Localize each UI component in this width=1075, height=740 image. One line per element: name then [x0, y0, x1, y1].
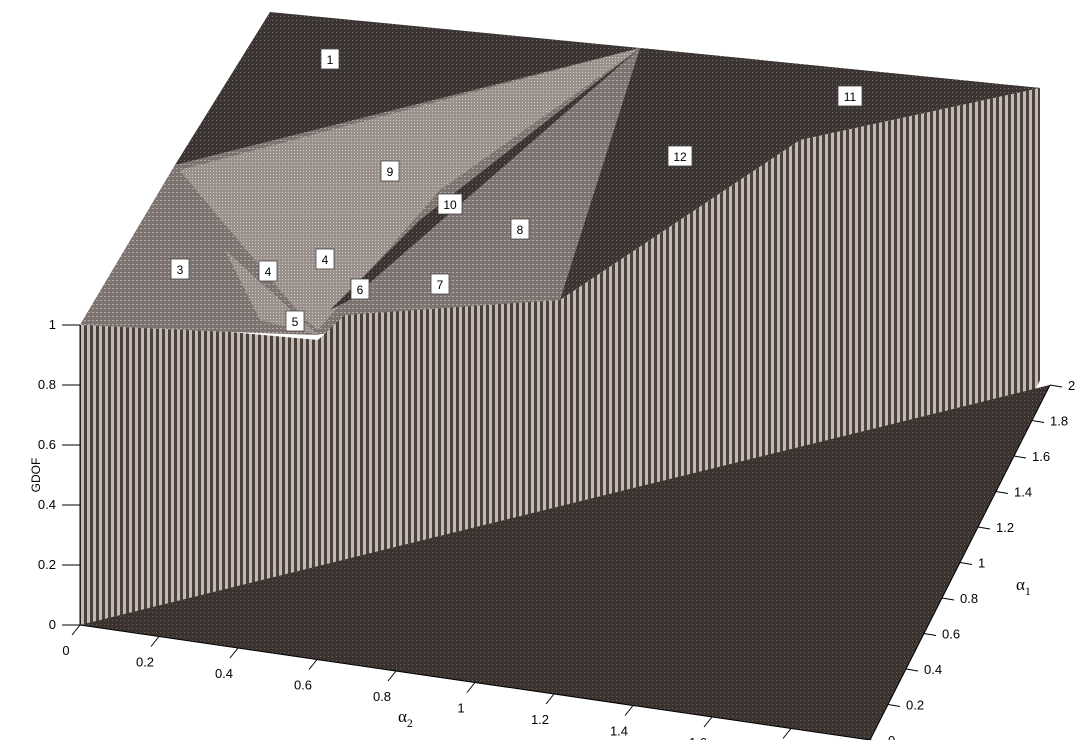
alpha2-tick-label-0.2: 0.2 — [136, 655, 154, 670]
alpha1-tick-label-0.8: 0.8 — [960, 591, 978, 606]
svg-text:α1: α1 — [1016, 575, 1031, 598]
alpha2-tick-1.6 — [703, 716, 713, 728]
alpha2-tick-label-1.6: 1.6 — [689, 735, 707, 740]
alpha2-tick-0.6 — [308, 659, 318, 670]
gdof-tick-label-0.2: 0.2 — [38, 557, 56, 572]
alpha1-tick-1.4 — [995, 491, 1009, 494]
alpha1-tick-label-1.2: 1.2 — [996, 520, 1014, 535]
region-label-3: 4 — [265, 265, 272, 279]
svg-text:α2: α2 — [398, 707, 413, 730]
region-label-box-5 — [285, 310, 305, 332]
region-label-6: 6 — [357, 283, 364, 297]
gdof-tick-label-0.8: 0.8 — [38, 377, 56, 392]
region-label-12: 12 — [673, 150, 687, 164]
region-label-10: 10 — [443, 198, 457, 212]
region-label-box-3 — [258, 260, 278, 282]
alpha1-axis-title: α — [1016, 575, 1025, 594]
gdof-axis-label: GDOF — [29, 458, 43, 493]
region-label-box-7 — [430, 273, 450, 295]
alpha2-tick-1.8 — [782, 728, 792, 739]
alpha2-tick-label-1: 1 — [457, 701, 464, 716]
gdof-tick-label-1: 1 — [49, 317, 56, 332]
alpha2-tick-label-1.2: 1.2 — [531, 712, 549, 727]
region-label-box-4 — [315, 248, 335, 270]
alpha2-tick-0 — [71, 624, 81, 636]
region-label-box-12 — [667, 145, 693, 167]
alpha2-tick-label-1.4: 1.4 — [610, 724, 628, 739]
alpha2-tick-label-0.8: 0.8 — [373, 689, 391, 704]
gdof-tick-label-0.4: 0.4 — [38, 497, 56, 512]
alpha2-tick-label-0.6: 0.6 — [294, 678, 312, 693]
alpha1-axis-subscript: 1 — [1025, 584, 1031, 598]
alpha1-tick-0.4 — [905, 668, 919, 672]
alpha1-tick-1.6 — [1013, 455, 1027, 459]
alpha2-tick-1 — [466, 682, 476, 693]
region-label-7: 7 — [437, 278, 444, 292]
alpha1-tick-label-1.6: 1.6 — [1032, 449, 1050, 464]
region-label-9: 9 — [387, 165, 394, 179]
region-label-1: 1 — [327, 53, 334, 67]
alpha2-tick-1.4 — [624, 705, 634, 716]
region-label-box-9 — [380, 160, 400, 182]
alpha1-tick-label-0.6: 0.6 — [942, 627, 960, 642]
alpha2-tick-1.2 — [545, 693, 555, 705]
region-label-2: 3 — [177, 263, 184, 277]
region-label-8: 8 — [517, 223, 524, 237]
region-label-box-1 — [320, 48, 340, 70]
alpha2-axis-label: α2 — [398, 707, 413, 730]
region-12-facet — [560, 48, 1040, 300]
gdof-axis-title: GDOF — [29, 458, 43, 493]
gdof-tick-label-0: 0 — [49, 617, 56, 632]
alpha1-tick-0.6 — [923, 633, 937, 636]
alpha1-tick-label-1: 1 — [978, 556, 985, 571]
region-9-facet — [180, 48, 640, 330]
alpha1-tick-label-0.2: 0.2 — [906, 698, 924, 713]
alpha2-axis-title: α — [398, 707, 407, 726]
gdof-tick-label-0.6: 0.6 — [38, 437, 56, 452]
alpha1-tick-1 — [959, 562, 973, 565]
region-10-ridge — [330, 48, 640, 310]
alpha1-axis-label: α1 — [1016, 575, 1031, 598]
alpha2-axis-subscript: 2 — [407, 716, 413, 730]
alpha1-tick-label-2: 2 — [1068, 378, 1075, 393]
alpha1-tick-label-0.4: 0.4 — [924, 662, 942, 677]
region-label-box-10 — [437, 193, 463, 215]
region-label-11: 11 — [844, 90, 857, 104]
floor-surface-overlay — [80, 385, 1050, 740]
region-label-box-8 — [510, 218, 530, 240]
region-label-box-6 — [350, 278, 370, 300]
alpha2-tick-label-0: 0 — [62, 643, 69, 658]
alpha1-tick-1.2 — [977, 526, 991, 530]
region-label-box-2 — [170, 258, 190, 280]
alpha2-tick-label-0.4: 0.4 — [215, 666, 233, 681]
alpha2-tick-0.2 — [150, 636, 160, 647]
alpha1-tick-1.8 — [1031, 420, 1045, 423]
alpha1-tick-label-1.4: 1.4 — [1014, 485, 1032, 500]
region-label-box-11 — [837, 85, 863, 107]
region-label-5: 5 — [292, 315, 299, 329]
alpha2-tick-0.8 — [387, 670, 397, 682]
alpha1-tick-label-0: 0 — [888, 733, 895, 740]
region-8-facet — [400, 48, 640, 300]
alpha1-tick-0.8 — [941, 597, 955, 601]
alpha1-tick-label-1.8: 1.8 — [1050, 414, 1068, 429]
alpha1-tick-0.2 — [887, 704, 901, 707]
alpha1-tick-2 — [1049, 384, 1063, 388]
region-label-4: 4 — [322, 253, 329, 267]
alpha2-tick-0.4 — [229, 647, 239, 659]
